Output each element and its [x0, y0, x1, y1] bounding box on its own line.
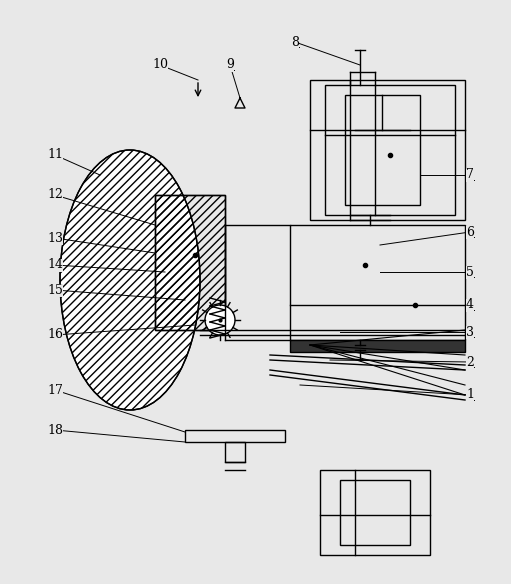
Bar [340, 480, 410, 545]
Text: 4: 4 [466, 298, 474, 311]
Text: 17: 17 [47, 384, 63, 397]
Bar [290, 225, 465, 340]
Text: 2: 2 [466, 356, 474, 369]
Text: 15: 15 [47, 283, 63, 297]
Text: 13: 13 [47, 231, 63, 245]
Bar [310, 80, 465, 220]
Bar [225, 442, 245, 462]
Text: 11: 11 [47, 148, 63, 162]
Bar [290, 340, 465, 352]
Circle shape [205, 305, 235, 335]
Text: 5: 5 [466, 266, 474, 279]
Ellipse shape [60, 150, 200, 410]
Text: 3: 3 [466, 325, 474, 339]
Bar [155, 195, 225, 330]
Text: 6: 6 [466, 225, 474, 238]
Bar [155, 195, 225, 330]
Bar [345, 95, 420, 205]
Text: 10: 10 [152, 58, 168, 71]
Text: 9: 9 [226, 58, 234, 71]
Text: 1: 1 [466, 388, 474, 402]
Text: 8: 8 [291, 36, 299, 48]
Text: 16: 16 [47, 328, 63, 342]
Text: 18: 18 [47, 423, 63, 436]
Bar [320, 470, 430, 555]
Text: 12: 12 [47, 189, 63, 201]
Text: 7: 7 [466, 169, 474, 182]
Bar [325, 85, 455, 215]
Text: 14: 14 [47, 259, 63, 272]
Bar [185, 430, 285, 442]
